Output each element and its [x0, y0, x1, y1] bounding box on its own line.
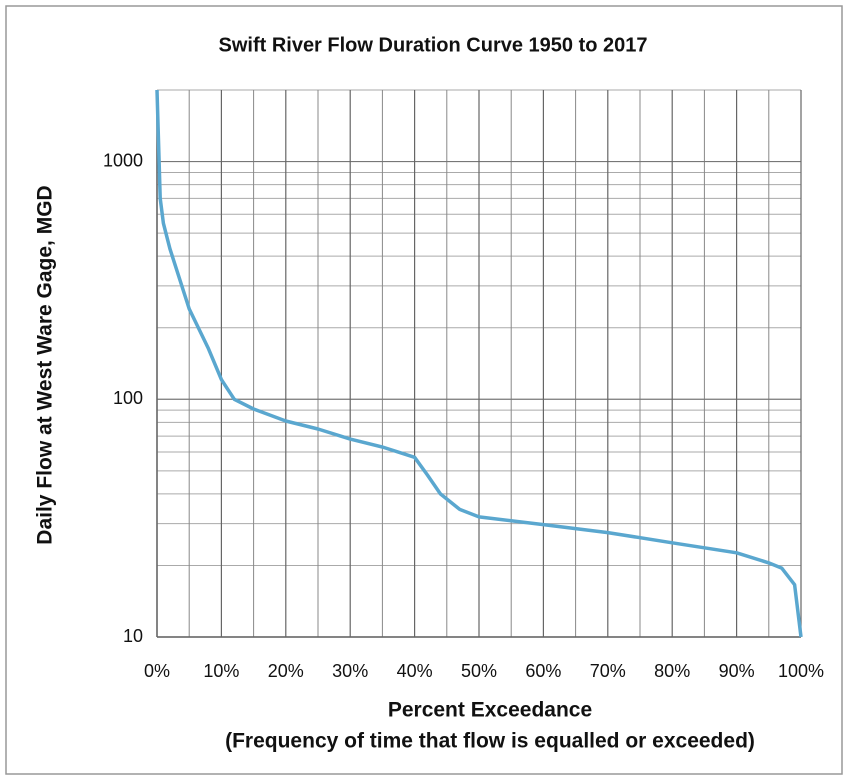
chart-title: Swift River Flow Duration Curve 1950 to … — [218, 34, 647, 56]
x-tick-label: 100% — [778, 661, 824, 681]
y-tick-label: 10 — [123, 626, 143, 646]
x-tick-label: 20% — [268, 661, 304, 681]
flow-line — [155, 89, 803, 638]
y-tick-label: 100 — [113, 388, 143, 408]
y-tick-label: 1000 — [103, 150, 143, 170]
x-tick-label: 80% — [654, 661, 690, 681]
x-tick-label: 30% — [332, 661, 368, 681]
x-axis-label: Percent Exceedance — [388, 699, 592, 722]
x-tick-label: 70% — [590, 661, 626, 681]
x-tick-label: 50% — [461, 661, 497, 681]
x-tick-label: 60% — [525, 661, 561, 681]
y-axis-label: Daily Flow at West Ware Gage, MGD — [34, 185, 57, 544]
x-tick-label: 90% — [719, 661, 755, 681]
x-tick-label: 0% — [144, 661, 170, 681]
x-axis-note: (Frequency of time that flow is equalled… — [225, 730, 755, 753]
x-tick-label: 40% — [397, 661, 433, 681]
x-tick-label: 10% — [203, 661, 239, 681]
frame — [5, 5, 843, 775]
